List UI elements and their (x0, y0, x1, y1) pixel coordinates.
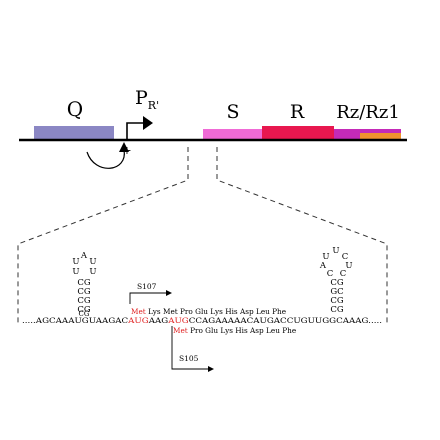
zoom-lines (17, 147, 388, 323)
hairpin-right-loop-base: A (319, 261, 327, 271)
hairpin-left-loop-base: U (89, 257, 96, 267)
s107-label: S107 (137, 282, 157, 291)
gene-rz1-box (360, 133, 401, 139)
gene-s-box (203, 129, 265, 139)
hairpin-left-loop-base: U (89, 267, 96, 277)
promoter-arrow-head (143, 116, 153, 130)
hairpin-right-stem-pair: GC (330, 287, 343, 297)
hairpin-right-loop-base: U (322, 252, 329, 262)
sequence-spacer-codon: AAG (148, 316, 169, 325)
promoter-main: P (135, 87, 148, 109)
zoom-line-right (216, 147, 388, 323)
hairpin-right-loop-base: U (345, 261, 352, 271)
hairpin-right-stem-pair: CG (330, 305, 344, 315)
s105-label: S105 (179, 354, 199, 363)
gene-s-label: S (226, 101, 239, 123)
activation-sign: + (122, 144, 131, 157)
hairpin-right: U U C A U C C CG GC CG CG (319, 246, 353, 315)
hairpin-left-loop-base: U (72, 257, 79, 267)
hairpin-left-stem-pair: CG (77, 278, 91, 288)
s105-start-arrow-head (208, 366, 214, 372)
s107-start-arrow-head (166, 290, 172, 296)
s107-start-met: Met (131, 307, 146, 316)
promoter-label: PR' (135, 87, 159, 112)
gene-rz-label: Rz/Rz1 (336, 102, 400, 123)
promoter-arrow (126, 122, 143, 140)
s105-start-met: Met (173, 326, 188, 335)
start-codon-s105: AUG (167, 316, 189, 325)
s105-residues: Pro Glu Lys His Asp Leu Phe (190, 326, 296, 335)
q-activation-arrow (86, 149, 125, 169)
hairpin-left-stem-pair: CG (77, 305, 91, 315)
hairpin-left-stem-pair: CG (77, 296, 91, 306)
q-activation-arrow-head (119, 142, 129, 152)
sequence-upstream: .....AGCAAAUGUAAGAC (22, 316, 129, 325)
gene-r-label: R (290, 101, 305, 123)
gene-q-label: Q (67, 97, 83, 121)
start-codon-s107: AUG (127, 316, 149, 325)
sequence-downstream: CCAGAAAAACAUGACCUGUUGGCAAAG..... (189, 316, 382, 325)
hairpin-left-loop-base: U (72, 267, 79, 277)
hairpin-right-loop-base: C (342, 252, 349, 262)
s105-translation: Met Pro Glu Lys His Asp Leu Phe (173, 326, 296, 335)
s107-start-arrow (129, 292, 168, 304)
hairpin-left: A U U U U CG CG CG CG CG (72, 251, 96, 318)
hairpin-right-loop-top: U (332, 246, 339, 256)
hairpin-right-loop-base: C (327, 269, 334, 279)
hairpin-left-stem-pair: CG (79, 310, 90, 318)
gene-r-box (262, 126, 334, 139)
hairpin-right-stem-pair: CG (330, 296, 344, 306)
mrna-sequence: .....AGCAAAUGUAAGAC AUG AAG AUG CCAGAAAAACAU… (22, 316, 382, 325)
s105-start-arrow (171, 326, 210, 370)
hairpin-right-stem-pair: CG (330, 278, 344, 288)
hairpin-left-loop-top: A (80, 251, 88, 261)
promoter-subscript: R' (148, 99, 159, 112)
gene-q-box (34, 126, 114, 139)
hairpin-left-stem-pair: CG (77, 287, 91, 297)
s107-residues: Lys Met Pro Glu Lys His Asp Leu Phe (148, 307, 286, 316)
zoom-line-left (17, 147, 189, 323)
hairpin-right-loop-base: C (340, 269, 347, 279)
s107-translation: Met Lys Met Pro Glu Lys His Asp Leu Phe (131, 307, 286, 316)
